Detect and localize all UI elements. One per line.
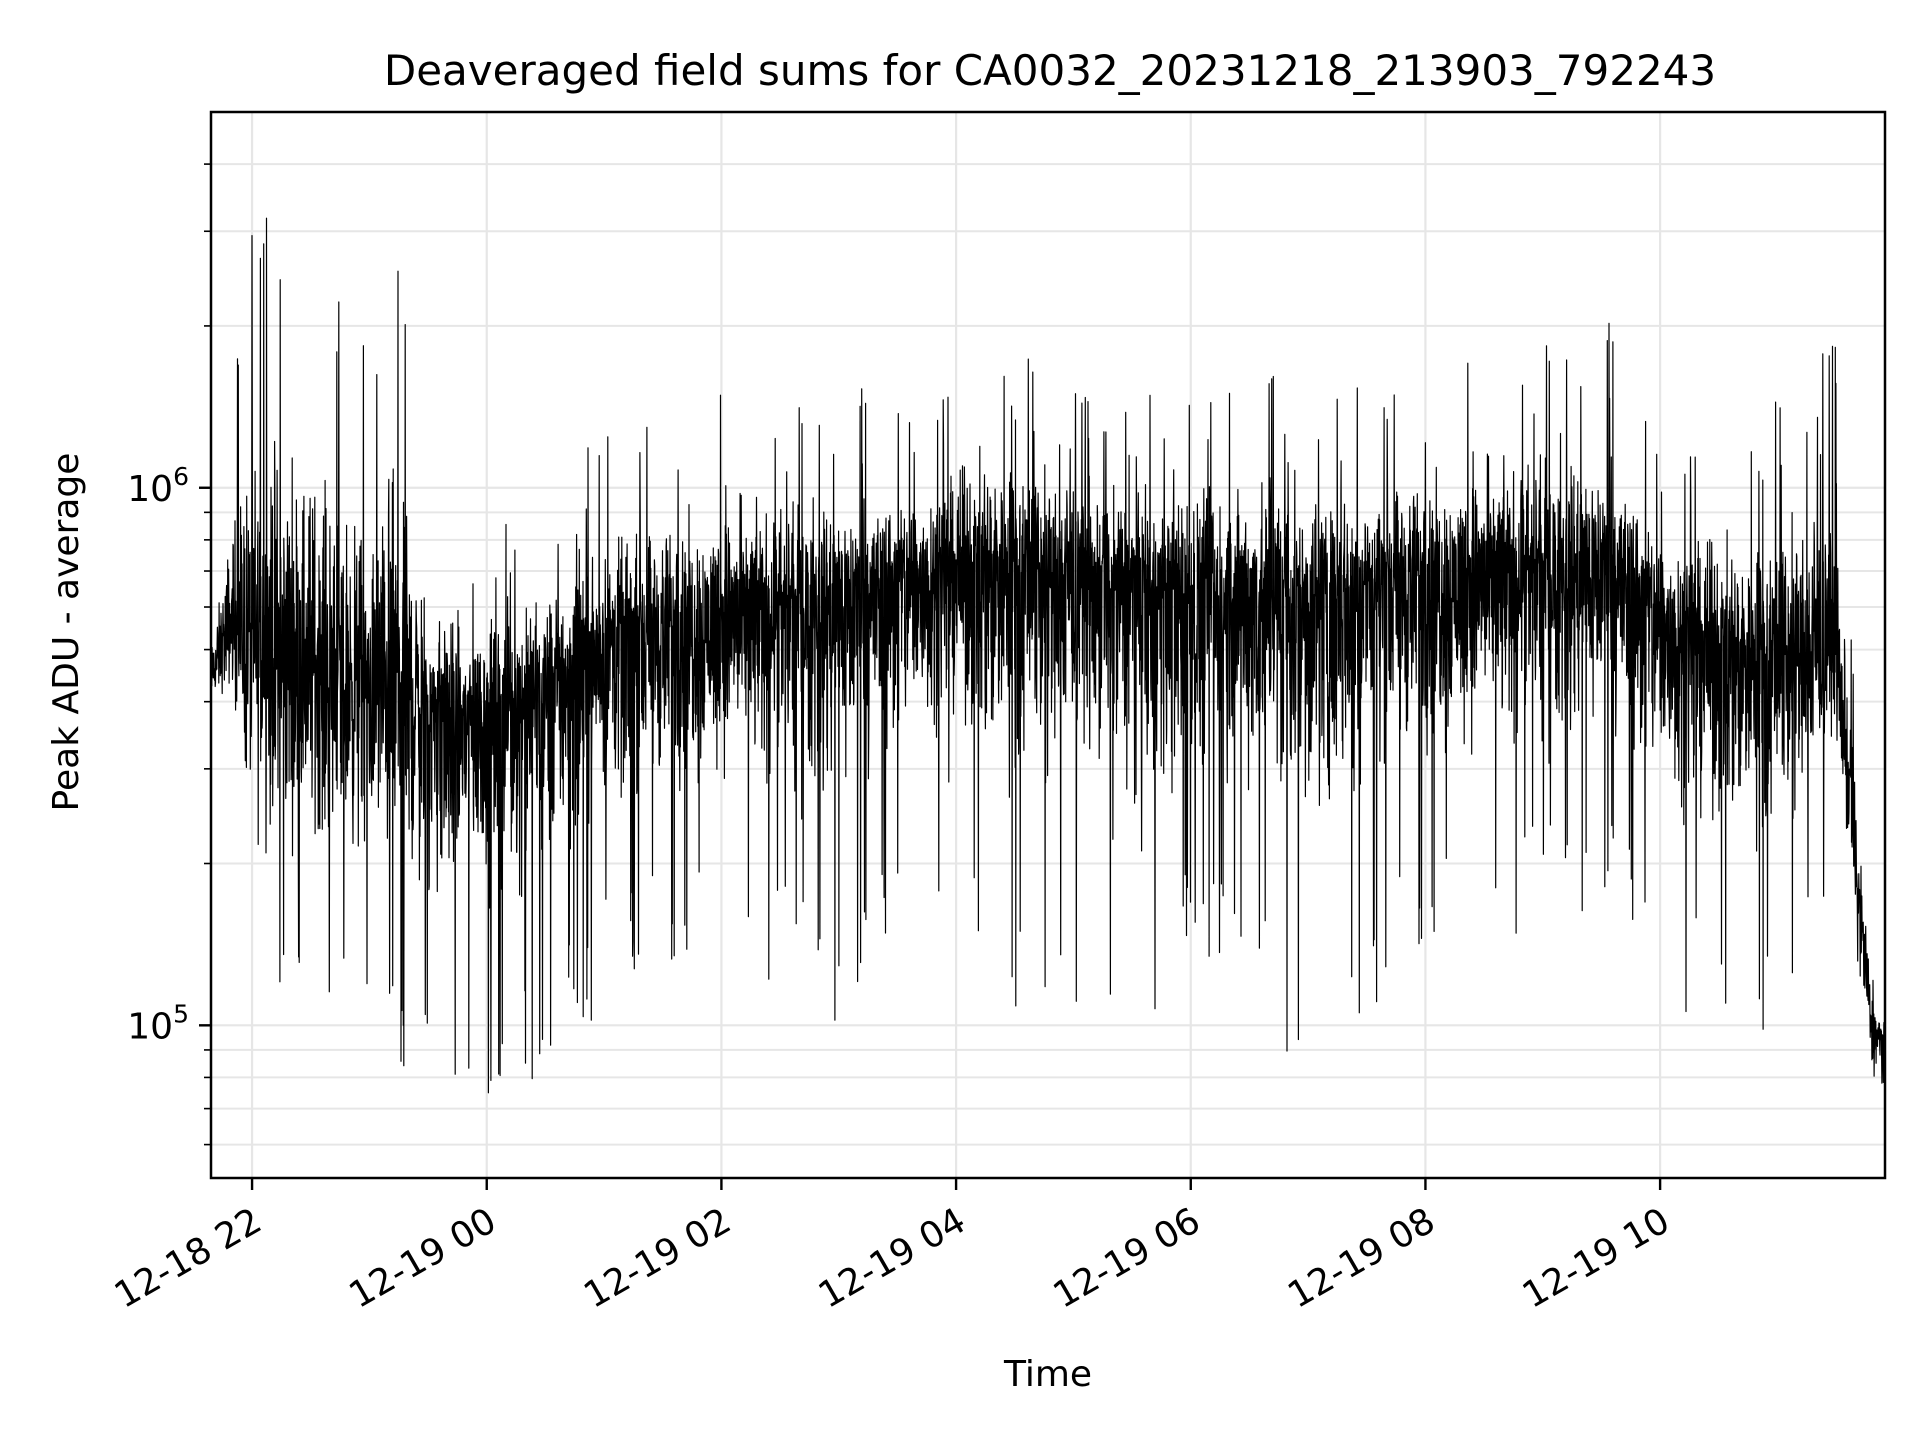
plot-frame (209, 110, 1887, 1180)
chart-title: Deaveraged field sums for CA0032_2023121… (384, 46, 1716, 95)
series-line (210, 217, 1886, 1094)
y-axis: 105 106 (127, 163, 211, 1146)
y-tick-label: 105 (127, 999, 189, 1047)
y-axis-label: Peak ADU - average (46, 453, 87, 812)
x-axis-label: Time (1003, 1354, 1092, 1395)
y-tick-label: 106 (127, 462, 189, 510)
series-line-path (210, 217, 1886, 1094)
